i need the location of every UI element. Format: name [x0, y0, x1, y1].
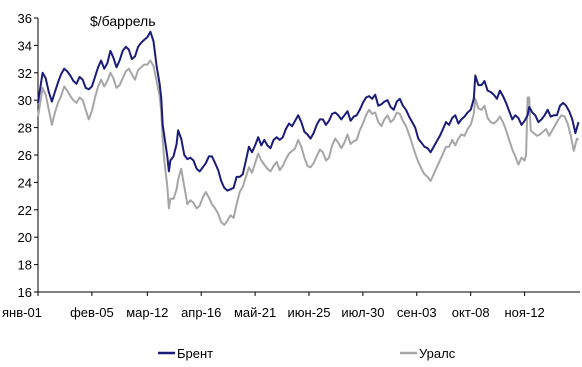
y-tick-label: 16	[18, 285, 32, 300]
y-unit-label: $/баррель	[90, 13, 156, 29]
series-line-1	[37, 59, 580, 226]
x-tick-label: фев-05	[70, 305, 114, 320]
x-tick-label: сен-03	[397, 305, 437, 320]
series-lines	[37, 30, 580, 226]
y-tick-label: 26	[18, 148, 32, 163]
y-tick-label: 24	[18, 175, 32, 190]
x-tick-label: июл-30	[341, 305, 384, 320]
y-tick-label: 32	[18, 66, 32, 81]
y-tick-label: 22	[18, 203, 32, 218]
x-axis: янв-01 фев-05 мар-12 апр-16 май-21 июн-25 июл-…	[2, 291, 580, 320]
x-tick-label: июн-25	[288, 305, 331, 320]
y-tick-label: 34	[18, 38, 32, 53]
x-tick-label: ноя-12	[504, 305, 544, 320]
legend-label-0: Брент	[177, 346, 213, 361]
y-tick-label: 20	[18, 230, 32, 245]
x-tick-label: май-21	[234, 305, 276, 320]
series-line-0	[37, 30, 580, 192]
x-tick-label: мар-12	[126, 305, 168, 320]
x-tick-label: окт-08	[452, 305, 490, 320]
y-tick-label: 30	[18, 93, 32, 108]
y-tick-label: 18	[18, 258, 32, 273]
legend: Брент Уралс	[158, 346, 456, 361]
y-tick-label: 28	[18, 121, 32, 136]
y-axis: 16 18 20 22 24 26 28 30 32 34 36	[18, 11, 39, 300]
x-tick-label: янв-01	[2, 305, 42, 320]
y-tick-label: 36	[18, 11, 32, 26]
x-tick-label: апр-16	[181, 305, 221, 320]
legend-label-1: Уралс	[419, 346, 456, 361]
